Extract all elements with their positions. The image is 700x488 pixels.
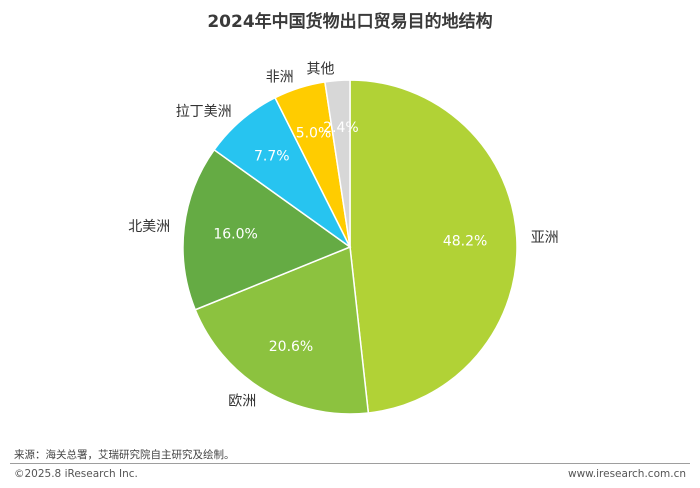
- category-label-north-america: 北美洲: [128, 219, 170, 235]
- value-label-europe: 20.6%: [269, 339, 313, 355]
- pie-slice-asia: [349, 79, 518, 414]
- website-link[interactable]: www.iresearch.com.cn: [567, 468, 686, 480]
- pie-value-labels: 48.2% 20.6% 16.0% 7.7% 5.0%2.4%: [213, 120, 487, 355]
- value-label-north-america: 16.0%: [213, 226, 257, 242]
- pie-slice-north-america: [182, 148, 352, 311]
- footer-divider: [10, 463, 690, 464]
- value-label-latin-america: 7.7%: [254, 149, 290, 165]
- category-label-asia: 亚洲: [531, 230, 559, 246]
- pie-slices: [182, 79, 518, 415]
- category-label-europe: 欧洲: [228, 394, 256, 410]
- category-label-other: 其他: [307, 62, 335, 78]
- category-label-latin-america: 拉丁美洲: [176, 104, 232, 120]
- pie-slice-europe: [194, 245, 370, 415]
- source-note: 来源：海关总署，艾瑞研究院自主研究及绘制。: [14, 449, 235, 461]
- value-label-africa: 5.0%: [296, 125, 332, 141]
- chart-title: 2024年中国货物出口贸易目的地结构: [207, 12, 493, 32]
- pie-slice-other: [324, 79, 351, 248]
- value-label-other: 2.4%: [323, 120, 359, 136]
- value-label-asia: 48.2%: [443, 234, 487, 250]
- category-label-africa: 非洲: [266, 69, 294, 85]
- copyright-text: ©2025.8 iResearch Inc.: [14, 468, 138, 480]
